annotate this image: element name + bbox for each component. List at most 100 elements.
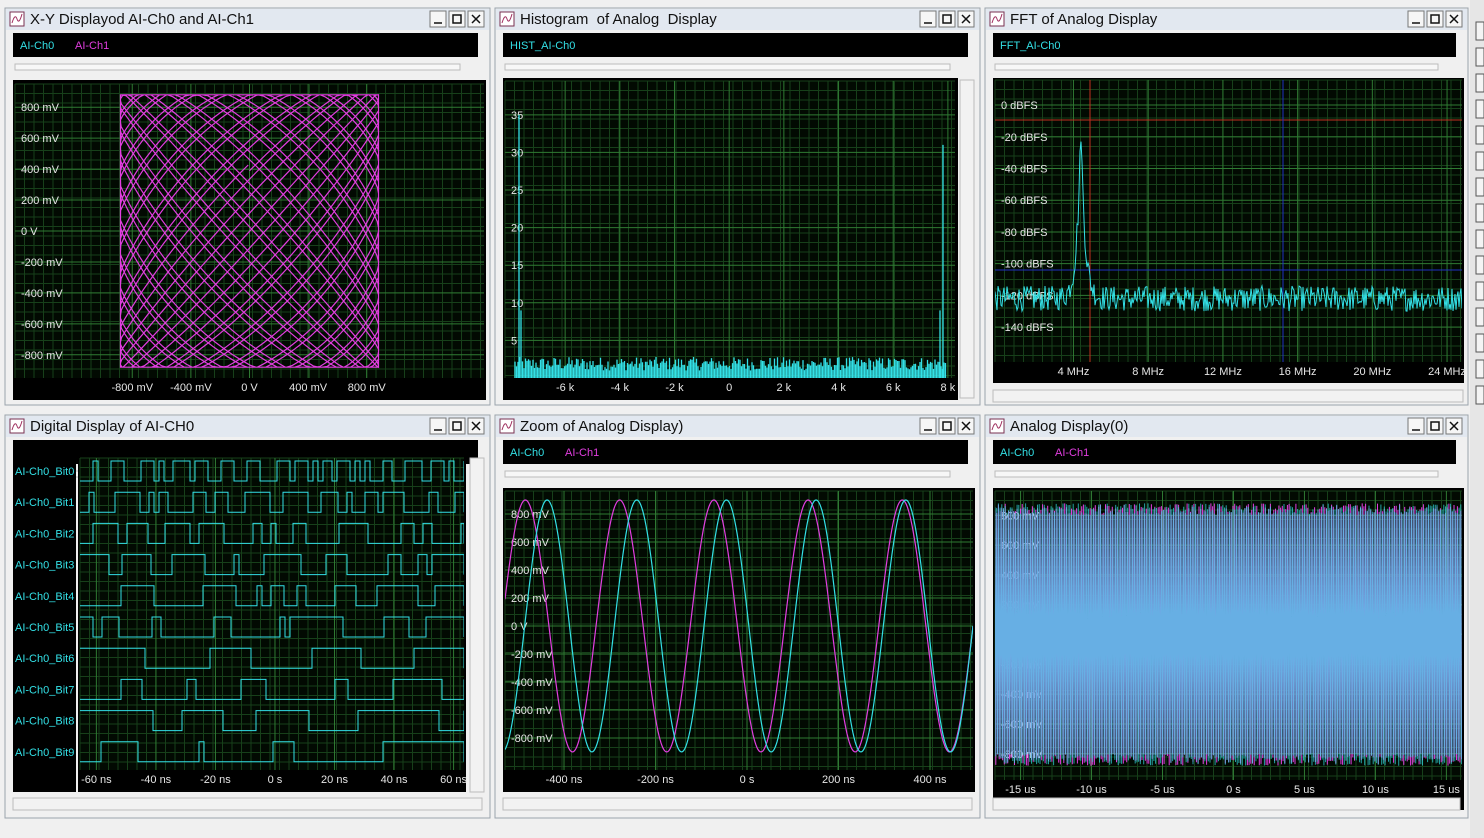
horizontal-scrollbar[interactable] xyxy=(502,797,973,811)
window-max-button[interactable] xyxy=(938,10,956,28)
channel-label[interactable]: AI-Ch1 xyxy=(565,447,599,459)
bit-waveform xyxy=(80,616,464,638)
y-tick-label: 10 xyxy=(511,298,523,310)
x-tick-label: 8 k xyxy=(941,382,956,394)
y-tick-label: -20 dBFS xyxy=(1001,132,1047,144)
window-max-button[interactable] xyxy=(1426,10,1444,28)
toolbar-button[interactable] xyxy=(1475,73,1484,93)
toolbar-button[interactable] xyxy=(1475,47,1484,67)
bit-label-column xyxy=(13,456,76,792)
bit-waveform xyxy=(80,585,464,607)
x-tick-label: 2 k xyxy=(777,382,792,394)
window-icon-glyph xyxy=(991,13,1003,24)
channel-label[interactable]: AI-Ch0 xyxy=(510,447,544,459)
toolbar-button[interactable] xyxy=(1475,125,1484,145)
slider-strip xyxy=(994,470,1439,478)
channel-label[interactable]: AI-Ch1 xyxy=(75,40,109,52)
horizontal-scrollbar[interactable] xyxy=(992,389,1464,403)
y-tick-label: -140 dBFS xyxy=(1001,322,1054,334)
y-tick-label: 0 dBFS xyxy=(1001,100,1038,112)
bit-label: AI-Ch0_Bit8 xyxy=(15,716,74,728)
vertical-scrollbar[interactable] xyxy=(469,457,485,793)
window-icon-glyph xyxy=(11,420,23,431)
channel-label[interactable]: AI-Ch1 xyxy=(1055,447,1089,459)
toolbar-button[interactable] xyxy=(1475,21,1484,41)
toolbar-button[interactable] xyxy=(1475,177,1484,197)
window: Histogram of Analog Display HIST_AI-Ch0 -6… xyxy=(494,7,981,406)
channel-label[interactable]: AI-Ch0 xyxy=(20,40,54,52)
traces xyxy=(995,503,1462,766)
toolbar-button[interactable] xyxy=(1475,99,1484,119)
window-max-button[interactable] xyxy=(448,10,466,28)
window: Analog Display(0) AI-Ch0 AI-Ch1 -15 us -10 u… xyxy=(984,414,1469,819)
traces xyxy=(514,114,947,378)
window-min-button[interactable] xyxy=(919,10,937,28)
x-tick-label: 5 us xyxy=(1294,784,1315,796)
window-min-button[interactable] xyxy=(1407,417,1425,435)
window-title: X-Y Displayod AI-Ch0 and AI-Ch1 xyxy=(30,11,254,28)
x-tick-label: 24 MHz xyxy=(1428,366,1466,378)
plot-area xyxy=(80,458,464,770)
y-tick-label: -800 mV xyxy=(21,350,63,362)
legend-strip xyxy=(13,33,478,57)
channel-label[interactable]: AI-Ch0 xyxy=(1000,447,1034,459)
y-tick-label: 5 xyxy=(511,335,517,347)
window-min-button[interactable] xyxy=(919,417,937,435)
x-tick-label: 16 MHz xyxy=(1279,366,1317,378)
x-tick-label: 8 MHz xyxy=(1132,366,1164,378)
bit-label: AI-Ch0_Bit0 xyxy=(15,466,74,478)
bit-label: AI-Ch0_Bit5 xyxy=(15,622,74,634)
window-min-button[interactable] xyxy=(1407,10,1425,28)
toolbar-button[interactable] xyxy=(1475,229,1484,249)
toolbar-button[interactable] xyxy=(1475,359,1484,379)
x-tick-label: -400 ns xyxy=(546,774,583,786)
toolbar-button[interactable] xyxy=(1475,255,1484,275)
y-tick-label: -600 mV xyxy=(21,319,63,331)
window-max-button[interactable] xyxy=(1426,417,1444,435)
x-tick-label: 800 mV xyxy=(348,382,387,394)
bit-waveform xyxy=(80,678,464,700)
window-min-button[interactable] xyxy=(429,417,447,435)
window-icon-glyph xyxy=(501,420,513,431)
x-tick-label: 15 us xyxy=(1433,784,1460,796)
channel-label[interactable]: HIST_AI-Ch0 xyxy=(510,40,575,52)
bit-label: AI-Ch0_Bit3 xyxy=(15,560,74,572)
toolbar-button[interactable] xyxy=(1475,203,1484,223)
toolbar-button[interactable] xyxy=(1475,385,1484,405)
button-glyphs xyxy=(1412,14,1459,24)
x-tick-label: -15 us xyxy=(1005,784,1036,796)
window-max-button[interactable] xyxy=(938,417,956,435)
legend-strip xyxy=(993,33,1456,57)
button-glyphs xyxy=(1412,421,1459,431)
plot-area xyxy=(995,80,1462,362)
window-min-button[interactable] xyxy=(429,10,447,28)
toolbar-button[interactable] xyxy=(1475,281,1484,301)
x-tick-label: -4 k xyxy=(611,382,630,394)
x-tick-label: -400 mV xyxy=(170,382,212,394)
histogram-bars xyxy=(514,114,947,378)
x-tick-label: 400 mV xyxy=(289,382,328,394)
toolbar-button[interactable] xyxy=(1475,151,1484,171)
toolbar-button[interactable] xyxy=(1475,307,1484,327)
bit-waveform xyxy=(80,710,464,732)
x-tick-label: -200 ns xyxy=(637,774,674,786)
window-max-button[interactable] xyxy=(448,417,466,435)
bit-label: AI-Ch0_Bit1 xyxy=(15,497,74,509)
channel-label[interactable]: FFT_AI-Ch0 xyxy=(1000,40,1061,52)
horizontal-scrollbar[interactable] xyxy=(12,797,483,811)
y-tick-label: -40 dBFS xyxy=(1001,164,1047,176)
x-tick-label: 12 MHz xyxy=(1204,366,1242,378)
vertical-scrollbar[interactable] xyxy=(959,79,975,399)
button-glyphs xyxy=(434,14,481,24)
x-tick-label: -10 us xyxy=(1076,784,1107,796)
bit-waveform xyxy=(80,554,464,576)
window: Digital Display of AI-CH0 -60 ns -40 ns -20… xyxy=(4,414,491,819)
x-tick-label: -6 k xyxy=(556,382,575,394)
y-tick-label: 200 mV xyxy=(511,593,550,605)
horizontal-scrollbar[interactable] xyxy=(992,797,1461,811)
toolbar-button[interactable] xyxy=(1475,333,1484,353)
y-tick-label: -60 dBFS xyxy=(1001,195,1047,207)
title-bar xyxy=(986,416,1467,437)
x-tick-label: -800 mV xyxy=(111,382,153,394)
